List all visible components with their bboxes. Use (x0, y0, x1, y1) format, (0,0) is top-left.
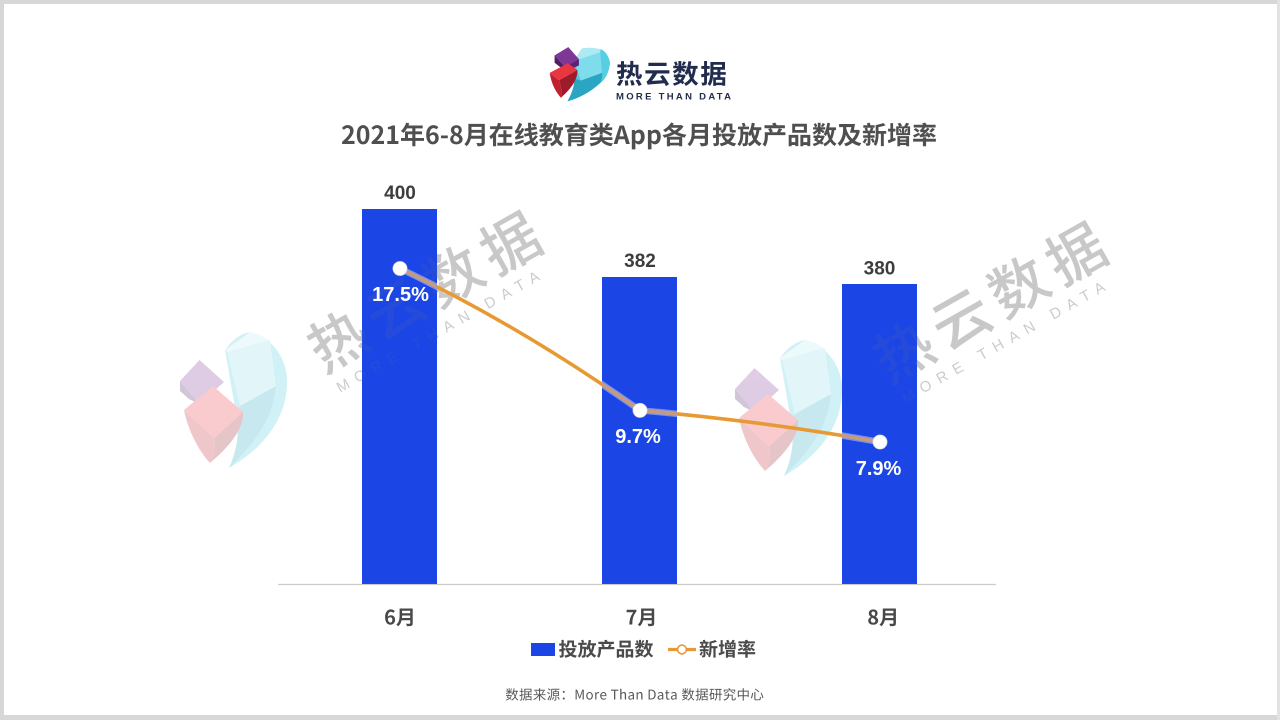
svg-text:9.7%: 9.7% (615, 426, 661, 448)
svg-text:MORE THAN DATA: MORE THAN DATA (616, 92, 733, 103)
svg-text:380: 380 (864, 258, 896, 279)
svg-text:7.9%: 7.9% (856, 458, 902, 480)
svg-text:382: 382 (624, 251, 656, 272)
svg-text:400: 400 (384, 183, 416, 204)
svg-text:17.5%: 17.5% (372, 284, 429, 306)
